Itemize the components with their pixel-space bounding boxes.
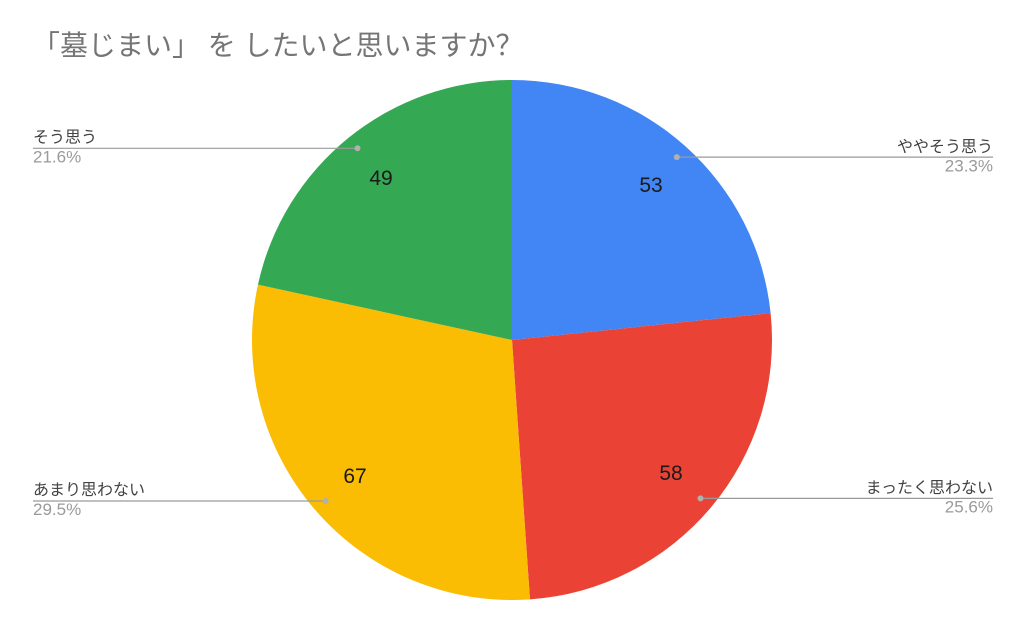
svg-text:あまり思わない: あまり思わない [33, 481, 145, 499]
svg-text:25.6%: 25.6% [945, 498, 993, 517]
svg-text:そう思う: そう思う [33, 129, 97, 147]
svg-text:67: 67 [343, 465, 366, 488]
svg-text:21.6%: 21.6% [33, 147, 81, 166]
svg-text:58: 58 [659, 462, 682, 485]
svg-text:29.5%: 29.5% [33, 500, 81, 519]
svg-text:ややそう思う: ややそう思う [897, 138, 993, 156]
svg-text:23.3%: 23.3% [945, 157, 993, 176]
svg-text:49: 49 [369, 167, 392, 190]
svg-text:53: 53 [639, 174, 662, 197]
svg-text:まったく思わない: まったく思わない [866, 479, 993, 497]
